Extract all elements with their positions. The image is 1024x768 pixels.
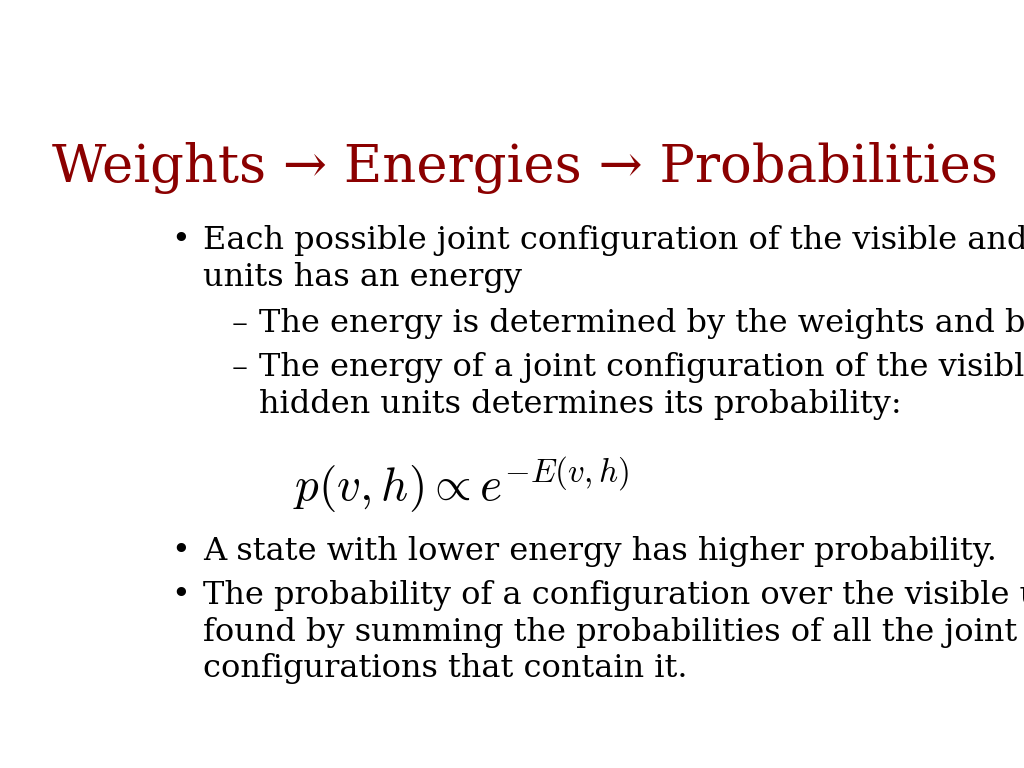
- Text: –: –: [231, 353, 247, 383]
- Text: Each possible joint configuration of the visible and hidden: Each possible joint configuration of the…: [204, 225, 1024, 257]
- Text: configurations that contain it.: configurations that contain it.: [204, 654, 688, 684]
- Text: •: •: [172, 580, 190, 611]
- Text: hidden units determines its probability:: hidden units determines its probability:: [259, 389, 901, 420]
- Text: •: •: [172, 536, 190, 567]
- Text: •: •: [172, 225, 190, 257]
- Text: The energy is determined by the weights and biases: The energy is determined by the weights …: [259, 308, 1024, 339]
- Text: The energy of a joint configuration of the visible and: The energy of a joint configuration of t…: [259, 353, 1024, 383]
- Text: Weights → Energies → Probabilities: Weights → Energies → Probabilities: [52, 142, 997, 194]
- Text: A state with lower energy has higher probability.: A state with lower energy has higher pro…: [204, 536, 997, 567]
- Text: found by summing the probabilities of all the joint: found by summing the probabilities of al…: [204, 617, 1018, 647]
- Text: units has an energy: units has an energy: [204, 262, 522, 293]
- Text: $p(v, h) \propto e^{-E(v,h)}$: $p(v, h) \propto e^{-E(v,h)}$: [293, 456, 630, 516]
- Text: –: –: [231, 308, 247, 339]
- Text: The probability of a configuration over the visible units is: The probability of a configuration over …: [204, 580, 1024, 611]
